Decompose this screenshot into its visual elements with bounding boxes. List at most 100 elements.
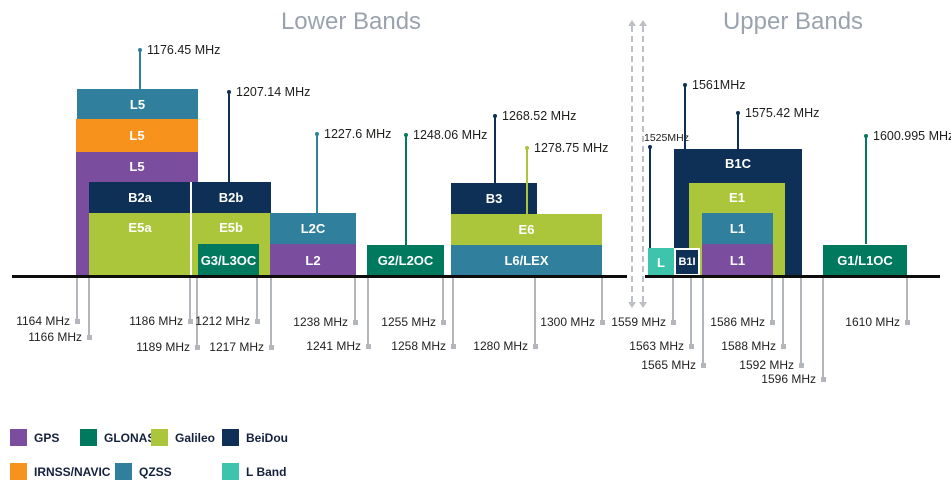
callout-dot-icon — [404, 133, 408, 137]
edge-line — [256, 278, 258, 322]
edge-dot-icon — [821, 377, 826, 382]
legend-item-l-band: L Band — [222, 463, 286, 480]
edge-line — [189, 278, 191, 322]
edge-line — [782, 278, 784, 347]
callout-line — [649, 147, 651, 248]
band-box-label: L2C — [300, 221, 326, 236]
edge-dot-icon — [533, 344, 538, 349]
band-box-l1-gps: L1 — [702, 244, 773, 276]
band-edge-frequency-label: 1610 MHz — [845, 315, 900, 329]
callout-dot-icon — [525, 146, 529, 150]
band-edge-frequency-label: 1588 MHz — [721, 339, 776, 353]
legend-label: L Band — [246, 464, 287, 479]
band-box-label: B1C — [724, 156, 751, 171]
edge-line — [196, 278, 198, 348]
callout-dot-icon — [648, 145, 652, 149]
edge-line — [672, 278, 674, 323]
callout-line — [494, 116, 496, 183]
edge-dot-icon — [188, 319, 193, 324]
legend-label: Galileo — [175, 430, 216, 445]
edge-line — [367, 278, 369, 347]
legend-label: GPS — [34, 430, 60, 445]
band-edge-frequency-label: 1596 MHz — [761, 372, 816, 386]
legend-swatch-glonass — [80, 429, 97, 446]
band-box-label: E1 — [729, 190, 745, 205]
edge-line — [88, 278, 90, 338]
band-box-label: B1I — [678, 256, 696, 268]
callout-line — [405, 135, 407, 245]
band-box-g2-l2oc-glonass: G2/L2OC — [367, 245, 444, 276]
band-box-b2b-beidou: B2b — [191, 182, 271, 213]
band-box-label: E5b — [219, 220, 243, 235]
edge-line — [702, 278, 704, 366]
band-edge-frequency-label: 1300 MHz — [540, 315, 595, 329]
legend-swatch-beidou — [222, 429, 239, 446]
center-frequency-label: 1207.14 MHz — [236, 85, 311, 99]
center-frequency-label: 1268.52 MHz — [502, 109, 577, 123]
band-box-l2c-qzss: L2C — [270, 213, 356, 244]
band-box-label: L5 — [129, 159, 145, 174]
callout-dot-icon — [315, 132, 319, 136]
center-frequency-label: 1278.75 MHz — [534, 141, 609, 155]
axis-break-arrow-down-icon — [628, 302, 636, 308]
band-edge-frequency-label: 1241 MHz — [306, 339, 361, 353]
band-box-label: L — [657, 254, 665, 270]
band-box-l2-gps: L2 — [270, 244, 356, 276]
center-frequency-label: 1525MHz — [644, 132, 689, 144]
band-box-l6-lex-qzss: L6/LEX — [451, 245, 602, 276]
callout-line — [139, 50, 141, 89]
band-box-label: B2b — [218, 190, 244, 205]
legend-swatch-gps — [10, 429, 27, 446]
band-edge-frequency-label: 1238 MHz — [293, 315, 348, 329]
band-edge-frequency-label: 1592 MHz — [739, 358, 794, 372]
band-edge-frequency-label: 1186 MHz — [129, 314, 183, 328]
legend-label: BeiDou — [246, 430, 288, 445]
band-edge-frequency-label: 1565 MHz — [641, 358, 696, 372]
band-edge-frequency-label: 1166 MHz — [28, 330, 82, 344]
band-edge-frequency-label: 1255 MHz — [381, 315, 436, 329]
edge-dot-icon — [689, 344, 694, 349]
legend-item-gps: GPS — [10, 429, 59, 446]
callout-line — [228, 92, 230, 182]
band-edge-frequency-label: 1258 MHz — [391, 339, 446, 353]
legend-item-qzss: QZSS — [115, 463, 172, 480]
center-frequency-label: 1227.6 MHz — [324, 127, 392, 141]
legend-swatch-qzss — [115, 463, 132, 480]
edge-dot-icon — [255, 319, 260, 324]
callout-dot-icon — [683, 83, 687, 87]
legend-item-galileo: Galileo — [151, 429, 215, 446]
edge-dot-icon — [353, 320, 358, 325]
edge-dot-icon — [781, 344, 786, 349]
legend-label: IRNSS/NAVIC — [34, 464, 111, 479]
callout-line — [316, 134, 318, 213]
legend-item-glonass: GLONASS — [80, 429, 163, 446]
edge-dot-icon — [366, 344, 371, 349]
legend-swatch-galileo — [151, 429, 168, 446]
callout-line — [684, 85, 686, 248]
edge-line — [771, 278, 773, 323]
edge-line — [906, 278, 908, 323]
callout-dot-icon — [864, 134, 868, 138]
edge-dot-icon — [451, 344, 456, 349]
band-box-label: L6/LEX — [504, 253, 549, 268]
band-box-label: L1 — [729, 252, 746, 268]
band-box-label: G3/L3OC — [200, 252, 257, 268]
band-box-e5a-galileo: E5a — [89, 213, 191, 276]
band-box-g1-l1oc-glonass: G1/L1OC — [823, 245, 907, 276]
edge-line — [452, 278, 454, 347]
edge-line — [442, 278, 444, 323]
edge-line — [534, 278, 536, 347]
edge-dot-icon — [905, 320, 910, 325]
edge-dot-icon — [269, 345, 274, 350]
legend-item-irnss-navic: IRNSS/NAVIC — [10, 463, 110, 480]
edge-line — [690, 278, 692, 347]
band-box-label: L5 — [129, 96, 146, 112]
legend-swatch-lband — [222, 463, 239, 480]
upper-frequency-axis — [645, 275, 940, 278]
band-box-b2a-beidou: B2a — [89, 182, 191, 213]
band-divider-line — [190, 182, 192, 276]
band-box-label: L5 — [129, 128, 145, 143]
callout-dot-icon — [227, 90, 231, 94]
edge-line — [270, 278, 272, 348]
